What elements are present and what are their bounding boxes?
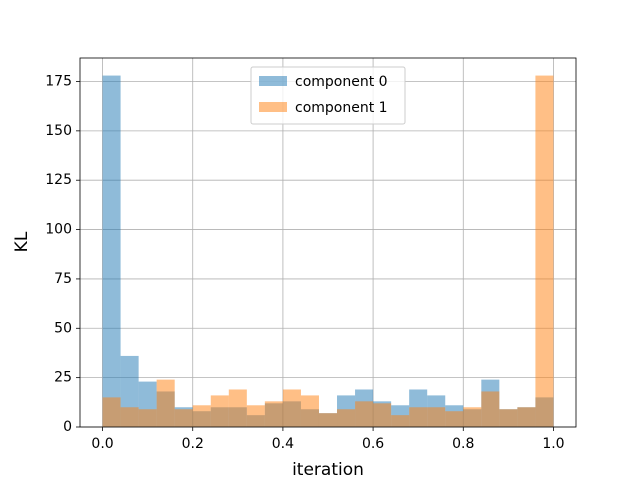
- histogram-bar: [318, 413, 338, 427]
- histogram-bar: [174, 409, 193, 427]
- legend-label: component 1: [295, 100, 388, 116]
- x-tick-label: 0.2: [182, 436, 204, 452]
- histogram-bar: [138, 409, 157, 427]
- histogram-bar: [192, 405, 211, 427]
- legend-label: component 0: [295, 74, 388, 90]
- histogram-bar: [355, 401, 374, 427]
- legend-box: [250, 66, 406, 125]
- y-tick-label: 75: [54, 271, 72, 287]
- x-tick-label: 0.6: [362, 436, 384, 452]
- histogram-bar: [210, 395, 229, 427]
- histogram-bar: [391, 415, 410, 427]
- histogram-bar: [246, 405, 265, 427]
- histogram-bar: [102, 75, 121, 428]
- histogram-bar: [481, 391, 500, 427]
- y-axis-title: KL: [12, 231, 32, 252]
- y-tick-label: 150: [45, 123, 72, 139]
- y-tick-label: 125: [45, 172, 72, 188]
- x-tick-label: 0.8: [452, 436, 474, 452]
- x-tick-label: 0.4: [272, 436, 294, 452]
- legend-swatch: [259, 76, 287, 86]
- x-tick-label: 0.0: [91, 436, 113, 452]
- histogram-bar: [264, 401, 283, 427]
- histogram-bar: [300, 395, 319, 427]
- histogram-bar: [427, 407, 446, 427]
- x-axis-title: iteration: [292, 460, 364, 480]
- histogram-bar: [409, 407, 428, 427]
- histogram-bar: [282, 389, 301, 427]
- histogram-bar: [499, 409, 518, 427]
- legend: component 0 component 1: [250, 66, 406, 125]
- histogram-bar: [156, 379, 175, 427]
- histogram-bar: [535, 75, 554, 428]
- histogram-bar: [517, 407, 536, 427]
- x-tick-label: 1.0: [542, 436, 564, 452]
- histogram-bar: [373, 403, 392, 427]
- y-tick-label: 25: [54, 370, 72, 386]
- y-tick-label: 0: [63, 419, 72, 435]
- y-tick-label: 50: [54, 320, 72, 336]
- histogram-bar: [445, 411, 464, 427]
- histogram-bar: [228, 389, 247, 427]
- histogram-bar: [463, 407, 482, 427]
- y-tick-label: 100: [45, 222, 72, 238]
- y-tick-label: 175: [45, 73, 72, 89]
- legend-swatch: [259, 102, 287, 112]
- histogram-bar: [337, 409, 356, 427]
- plot-frame: [79, 57, 577, 428]
- histogram-bar: [102, 397, 121, 427]
- histogram-bar: [120, 407, 139, 427]
